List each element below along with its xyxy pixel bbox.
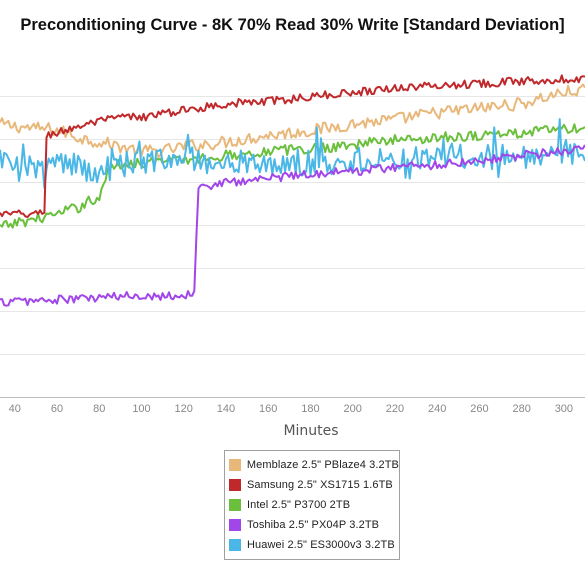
legend-item-samsung: Samsung 2.5" XS1715 1.6TB [229, 475, 399, 495]
x-tick-label: 140 [217, 403, 235, 415]
legend-swatch [229, 499, 241, 511]
legend-label: Samsung 2.5" XS1715 1.6TB [247, 479, 393, 491]
x-tick-label: 160 [259, 403, 277, 415]
grid-lines [0, 96, 585, 398]
legend-item-huawei: Huawei 2.5" ES3000v3 3.2TB [229, 535, 399, 555]
legend-label: Toshiba 2.5" PX04P 3.2TB [247, 519, 380, 531]
chart-title: Preconditioning Curve - 8K 70% Read 30% … [20, 16, 565, 34]
x-tick-label: 180 [301, 403, 319, 415]
x-tick-label: 100 [132, 403, 150, 415]
legend-swatch [229, 539, 241, 551]
legend: Memblaze 2.5" PBlaze4 3.2TB Samsung 2.5"… [224, 450, 400, 560]
legend-item-intel: Intel 2.5" P3700 2TB [229, 495, 399, 515]
x-tick-label: 120 [175, 403, 193, 415]
x-tick-label: 40 [9, 403, 21, 415]
series-line-intel [0, 123, 585, 229]
legend-label: Huawei 2.5" ES3000v3 3.2TB [247, 539, 395, 551]
series-lines [0, 74, 585, 307]
x-tick-label: 80 [93, 403, 105, 415]
series-line-huawei [0, 118, 585, 189]
legend-label: Memblaze 2.5" PBlaze4 3.2TB [246, 459, 399, 471]
legend-swatch [229, 479, 241, 491]
series-line-samsung [0, 74, 585, 219]
legend-item-memblaze: Memblaze 2.5" PBlaze4 3.2TB [229, 455, 399, 475]
x-tick-label: 240 [428, 403, 446, 415]
x-axis-label: Minutes [283, 423, 339, 439]
x-tick-label: 200 [344, 403, 362, 415]
x-tick-label: 280 [512, 403, 530, 415]
x-tick-label: 260 [470, 403, 488, 415]
legend-label: Intel 2.5" P3700 2TB [247, 499, 351, 511]
legend-swatch [229, 519, 241, 531]
x-tick-label: 220 [386, 403, 404, 415]
series-line-memblaze [0, 83, 585, 159]
series-line-toshiba [0, 144, 585, 307]
x-tick-labels: 40 60 80 100 120 140 160 180 200 220 240 260 280 300 [9, 403, 573, 415]
x-tick-label: 60 [51, 403, 63, 415]
x-tick-label: 300 [555, 403, 573, 415]
legend-item-toshiba: Toshiba 2.5" PX04P 3.2TB [229, 515, 399, 535]
legend-swatch [229, 459, 241, 471]
